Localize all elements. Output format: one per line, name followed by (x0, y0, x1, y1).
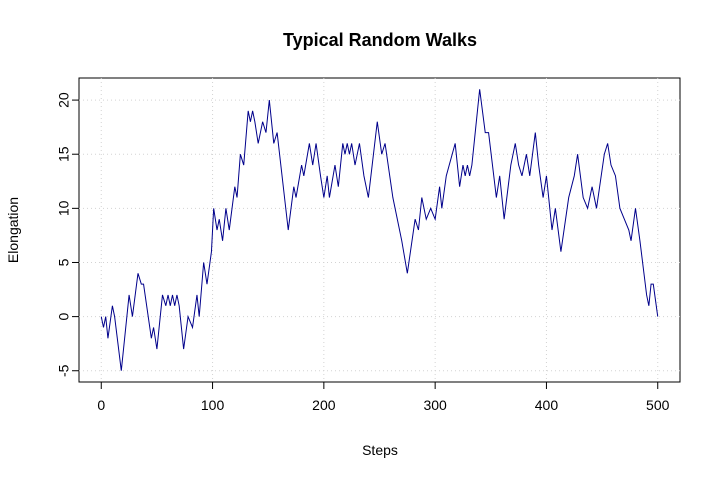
y-tick-label: 0 (56, 313, 72, 321)
x-tick-label: 500 (646, 397, 670, 413)
y-tick-label: 15 (56, 146, 72, 162)
y-tick-label: -5 (56, 364, 72, 377)
y-tick-label: 10 (56, 200, 72, 216)
y-tick-label: 20 (56, 92, 72, 108)
x-tick-label: 0 (97, 397, 105, 413)
x-tick-label: 400 (535, 397, 559, 413)
y-tick-label: 5 (56, 258, 72, 266)
chart-title: Typical Random Walks (283, 30, 477, 50)
plot-frame (78, 77, 681, 383)
x-tick-label: 100 (201, 397, 225, 413)
line (100, 89, 659, 371)
x-tick-label: 300 (423, 397, 447, 413)
x-tick-label: 200 (312, 397, 336, 413)
x-axis-label: Steps (362, 442, 398, 458)
y-axis-label: Elongation (5, 197, 21, 263)
